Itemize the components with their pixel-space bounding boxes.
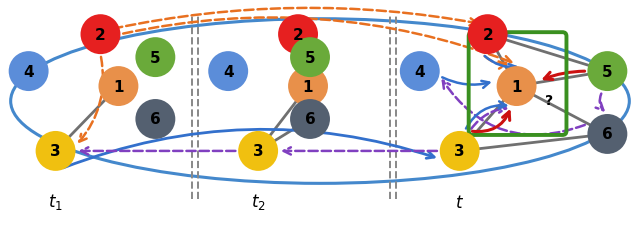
Text: 1: 1 bbox=[511, 79, 522, 94]
Circle shape bbox=[588, 52, 627, 92]
Text: 6: 6 bbox=[304, 112, 315, 127]
Text: 6: 6 bbox=[602, 127, 612, 142]
Text: $t$: $t$ bbox=[455, 193, 464, 211]
Text: 3: 3 bbox=[454, 144, 465, 159]
Circle shape bbox=[496, 67, 537, 106]
Circle shape bbox=[400, 52, 440, 92]
Circle shape bbox=[135, 100, 175, 139]
Circle shape bbox=[98, 67, 138, 106]
Text: 5: 5 bbox=[150, 50, 161, 65]
Circle shape bbox=[238, 131, 278, 171]
Circle shape bbox=[468, 15, 508, 55]
Text: 3: 3 bbox=[50, 144, 61, 159]
Circle shape bbox=[278, 15, 318, 55]
Circle shape bbox=[135, 38, 175, 78]
Text: 4: 4 bbox=[223, 64, 234, 79]
Circle shape bbox=[440, 131, 480, 171]
Text: ?: ? bbox=[544, 94, 553, 108]
Circle shape bbox=[290, 38, 330, 78]
Text: 4: 4 bbox=[24, 64, 34, 79]
Circle shape bbox=[208, 52, 248, 92]
Text: 4: 4 bbox=[415, 64, 425, 79]
Circle shape bbox=[80, 15, 121, 55]
Circle shape bbox=[588, 114, 627, 154]
Text: 1: 1 bbox=[113, 79, 124, 94]
Text: 5: 5 bbox=[602, 64, 612, 79]
Circle shape bbox=[36, 131, 75, 171]
Text: 1: 1 bbox=[303, 79, 313, 94]
Text: 2: 2 bbox=[95, 27, 106, 43]
Circle shape bbox=[290, 100, 330, 139]
Text: 3: 3 bbox=[253, 144, 263, 159]
Text: 6: 6 bbox=[150, 112, 161, 127]
Text: $t_2$: $t_2$ bbox=[251, 191, 265, 211]
Circle shape bbox=[9, 52, 48, 92]
Text: 5: 5 bbox=[305, 50, 315, 65]
Circle shape bbox=[288, 67, 328, 106]
Text: 2: 2 bbox=[482, 27, 493, 43]
Text: 2: 2 bbox=[293, 27, 304, 43]
Text: $t_1$: $t_1$ bbox=[48, 191, 63, 211]
